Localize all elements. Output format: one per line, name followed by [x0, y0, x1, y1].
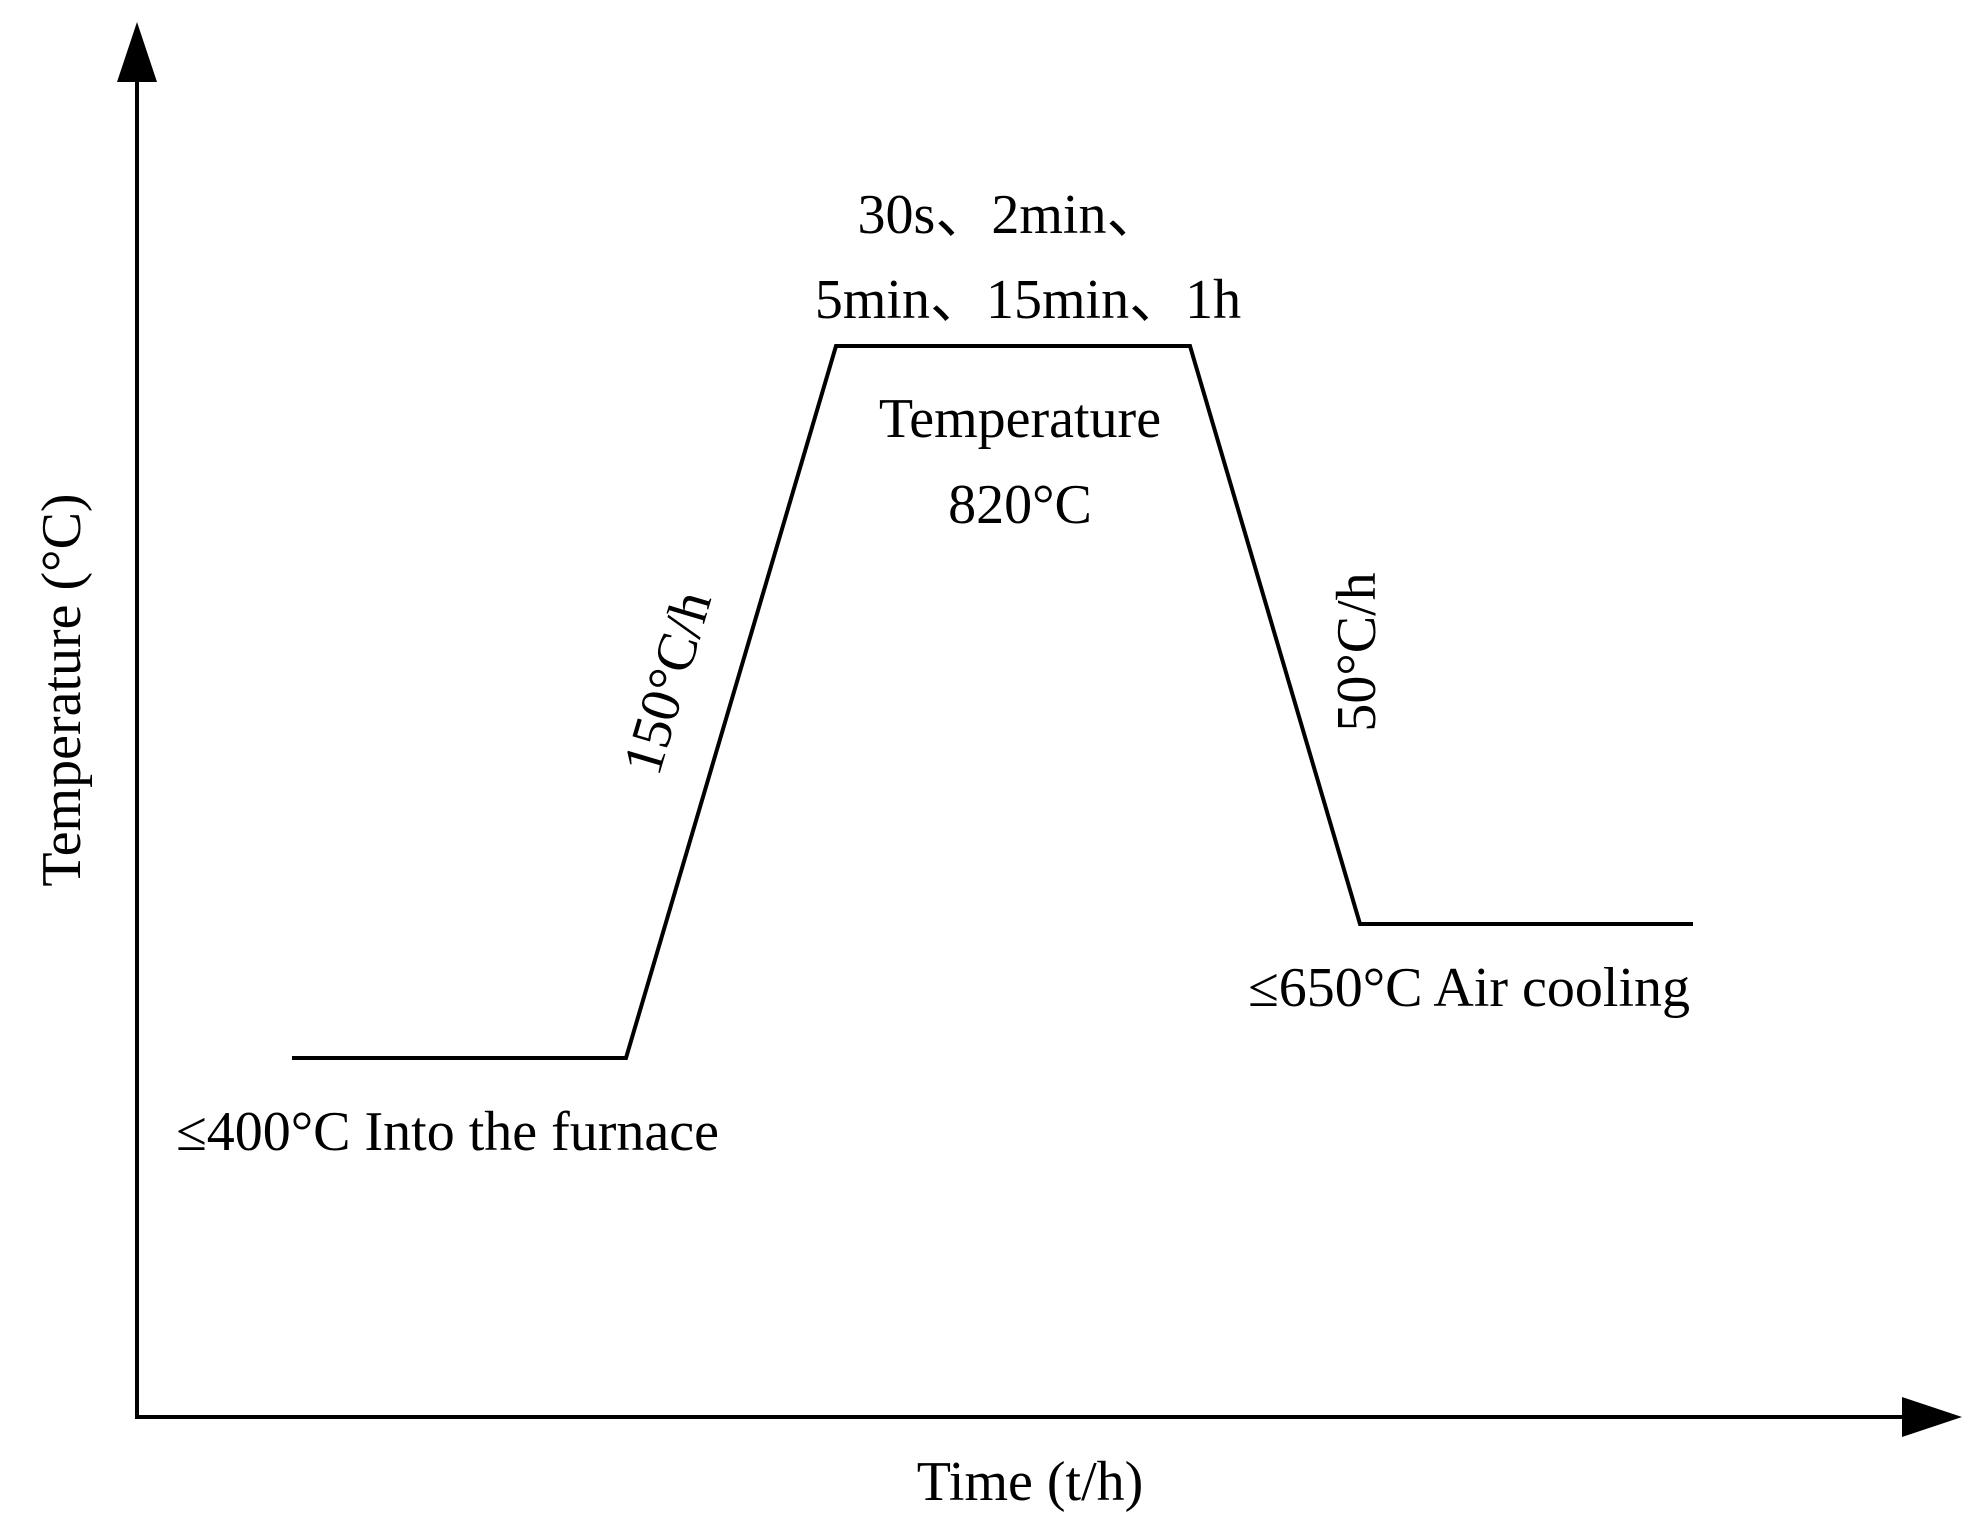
y-axis-label: Temperature (°C) [31, 493, 93, 886]
hold-temperature-value: 820°C [948, 474, 1092, 536]
cooling-rate-label: 50°C/h [1326, 572, 1388, 731]
heating-rate-label: 150°C/h [611, 584, 724, 781]
y-axis-arrowhead [117, 22, 157, 82]
x-axis-arrowhead [1902, 1397, 1962, 1437]
hold-times-line2: 5min、15min、1h [815, 269, 1241, 331]
process-curve [292, 344, 1693, 1060]
end-condition-label: ≤650°C Air cooling [1248, 957, 1690, 1019]
start-condition-label: ≤400°C Into the furnace [176, 1101, 719, 1163]
hold-temperature-label: Temperature [879, 388, 1161, 450]
x-axis-label: Time (t/h) [917, 1451, 1144, 1513]
hold-times-line1: 30s、2min、 [858, 184, 1163, 246]
